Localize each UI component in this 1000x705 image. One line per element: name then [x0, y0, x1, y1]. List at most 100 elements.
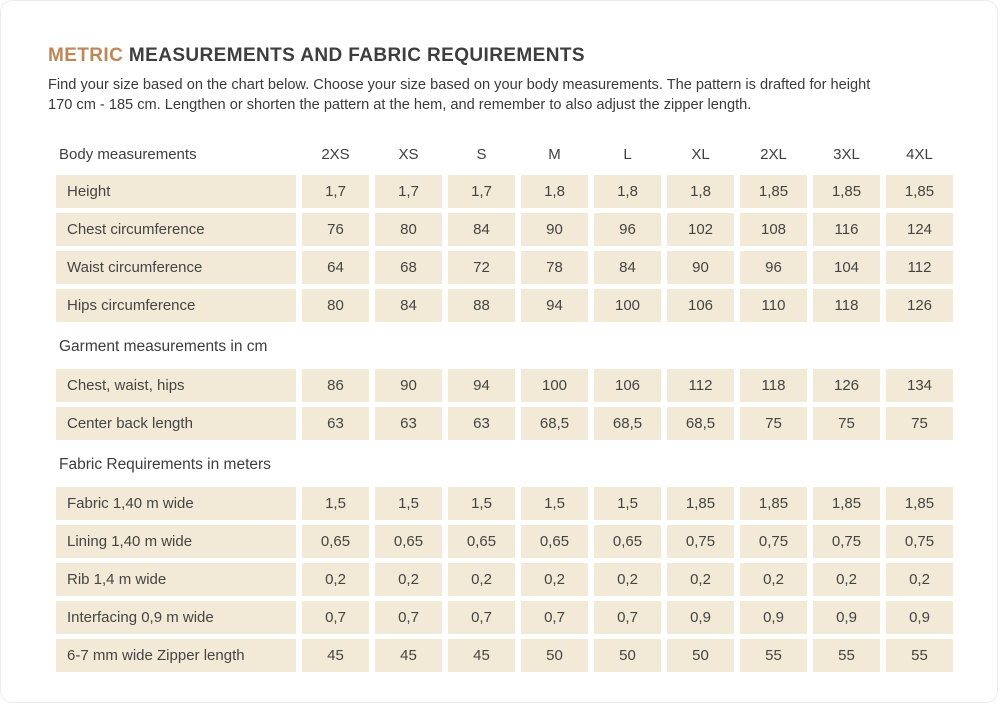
table-cell: 45	[375, 639, 442, 673]
table-cell: 1,7	[302, 175, 369, 209]
table-cell: 106	[594, 369, 661, 403]
table-cell: 0,9	[740, 601, 807, 635]
table-cell: 76	[302, 213, 369, 247]
table-cell: 0,75	[667, 525, 734, 559]
page-title-accent: METRIC	[48, 45, 124, 66]
table-cell: 0,2	[448, 563, 515, 597]
table-cell: 0,7	[302, 601, 369, 635]
table-cell: 0,75	[740, 525, 807, 559]
table-cell: 50	[594, 639, 661, 673]
table-cell: 1,85	[740, 487, 807, 521]
table-cell: 0,7	[448, 601, 515, 635]
column-header-size: 4XL	[906, 145, 933, 163]
row-label: Height	[56, 175, 296, 209]
table-cell: 1,5	[521, 487, 588, 521]
table-row: Hips circumference 80 84 88 94 100 106 110 118 12…	[56, 289, 953, 323]
table-cell: 1,85	[813, 175, 880, 209]
table-cell: 100	[594, 289, 661, 323]
table-cell: 64	[302, 251, 369, 285]
table-cell: 80	[375, 213, 442, 247]
table-header-row: Body measurements 2XS XS S M L XL 2XL 3XL 4XL	[56, 139, 953, 169]
table-cell: 0,2	[521, 563, 588, 597]
table-cell: 0,65	[375, 525, 442, 559]
table-cell: 55	[886, 639, 953, 673]
table-cell: 1,85	[886, 175, 953, 209]
table-row: Rib 1,4 m wide 0,2 0,2 0,2 0,2 0,2 0,2 0,2 0,2 0,…	[56, 563, 953, 597]
table-cell: 63	[375, 407, 442, 441]
row-label: Chest, waist, hips	[56, 369, 296, 403]
table-cell: 0,2	[886, 563, 953, 597]
row-label: 6-7 mm wide Zipper length	[56, 639, 296, 673]
column-header-size: M	[548, 145, 561, 163]
column-header-size: 2XL	[760, 145, 787, 163]
table-cell: 104	[813, 251, 880, 285]
intro-line-2: 170 cm - 185 cm. Lengthen or shorten the…	[48, 96, 752, 113]
table-cell: 45	[302, 639, 369, 673]
table-cell: 63	[302, 407, 369, 441]
table-cell: 78	[521, 251, 588, 285]
table-cell: 0,2	[667, 563, 734, 597]
table-cell: 86	[302, 369, 369, 403]
table-cell: 50	[521, 639, 588, 673]
table-cell: 50	[667, 639, 734, 673]
table-cell: 1,5	[594, 487, 661, 521]
table-cell: 96	[594, 213, 661, 247]
column-header-size: 3XL	[833, 145, 860, 163]
table-cell: 1,5	[302, 487, 369, 521]
table-cell: 96	[740, 251, 807, 285]
table-cell: 84	[594, 251, 661, 285]
table-cell: 1,7	[375, 175, 442, 209]
table-row: Waist circumference 64 68 72 78 84 90 96 104 112	[56, 251, 953, 285]
table-cell: 68	[375, 251, 442, 285]
table-cell: 1,5	[448, 487, 515, 521]
table-cell: 0,75	[813, 525, 880, 559]
table-cell: 68,5	[594, 407, 661, 441]
table-cell: 68,5	[667, 407, 734, 441]
table-cell: 55	[813, 639, 880, 673]
table-cell: 0,7	[521, 601, 588, 635]
column-header-size: S	[476, 145, 487, 163]
table-cell: 88	[448, 289, 515, 323]
column-header-size: 2XS	[321, 145, 350, 163]
table-cell: 0,7	[594, 601, 661, 635]
table-cell: 108	[740, 213, 807, 247]
table-cell: 1,85	[813, 487, 880, 521]
table-row: 6-7 mm wide Zipper length 45 45 45 50 50 50 55 5…	[56, 639, 953, 673]
table-cell: 1,85	[740, 175, 807, 209]
row-label: Chest circumference	[56, 213, 296, 247]
table-cell: 102	[667, 213, 734, 247]
page-title-rest: MEASUREMENTS AND FABRIC REQUIREMENTS	[123, 45, 585, 66]
table-cell: 68,5	[521, 407, 588, 441]
row-label: Hips circumference	[56, 289, 296, 323]
table-cell: 94	[521, 289, 588, 323]
table-cell: 55	[740, 639, 807, 673]
table-cell: 0,9	[667, 601, 734, 635]
table-cell: 1,5	[375, 487, 442, 521]
table-cell: 110	[740, 289, 807, 323]
table-cell: 0,2	[740, 563, 807, 597]
table-cell: 45	[448, 639, 515, 673]
table-cell: 118	[813, 289, 880, 323]
table-cell: 1,85	[667, 487, 734, 521]
table-cell: 0,65	[521, 525, 588, 559]
row-label: Rib 1,4 m wide	[56, 563, 296, 597]
table-cell: 75	[740, 407, 807, 441]
row-label: Fabric 1,40 m wide	[56, 487, 296, 521]
table-cell: 84	[448, 213, 515, 247]
table-cell: 1,8	[594, 175, 661, 209]
table-cell: 80	[302, 289, 369, 323]
table-cell: 84	[375, 289, 442, 323]
table-cell: 0,2	[813, 563, 880, 597]
table-cell: 116	[813, 213, 880, 247]
table-cell: 1,8	[521, 175, 588, 209]
table-cell: 0,7	[375, 601, 442, 635]
table-cell: 106	[667, 289, 734, 323]
table-cell: 94	[448, 369, 515, 403]
row-label: Center back length	[56, 407, 296, 441]
row-label: Interfacing 0,9 m wide	[56, 601, 296, 635]
column-header-size: XS	[398, 145, 419, 163]
table-cell: 0,65	[302, 525, 369, 559]
table-cell: 75	[886, 407, 953, 441]
row-label: Lining 1,40 m wide	[56, 525, 296, 559]
